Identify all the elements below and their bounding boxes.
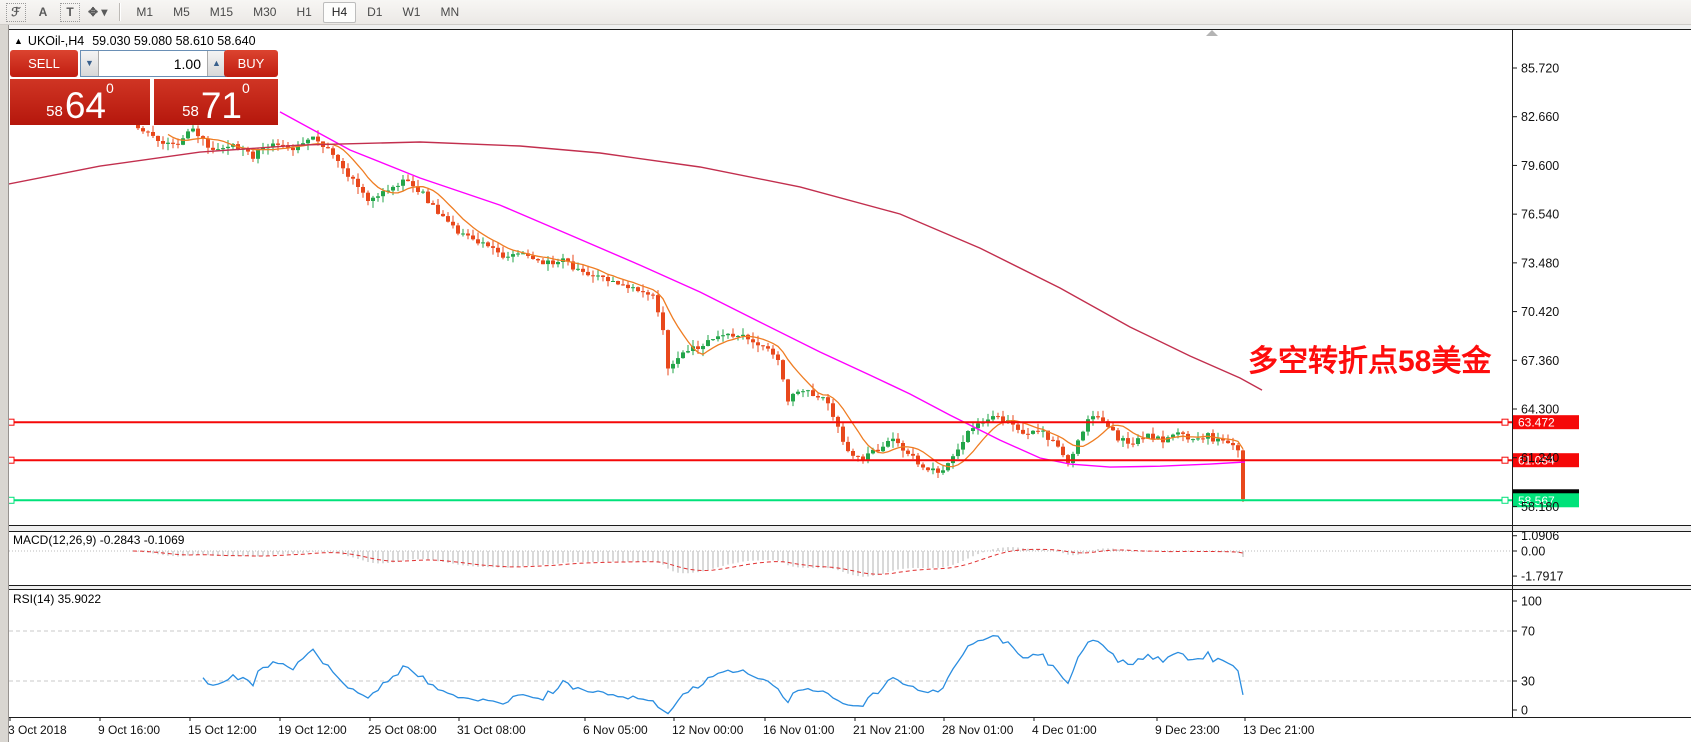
timeframe-button-M1[interactable]: M1 [136, 4, 154, 19]
symbol-timeframe-label: UKOil-,H4 [27, 34, 85, 48]
timeframe-button-H4[interactable]: H4 [322, 1, 357, 23]
price-axis-label: 67.360 [1521, 354, 1559, 368]
price-axis-label: 64.300 [1521, 403, 1559, 417]
timeframe-button-M30[interactable]: M30 [253, 4, 277, 19]
price-axis-label: 73.480 [1521, 256, 1559, 270]
timeframe-button-D1[interactable]: D1 [367, 4, 383, 19]
time-axis-label: 9 Oct 16:00 [98, 723, 160, 737]
rsi-axis-label: 0 [1521, 704, 1528, 718]
sell-price-sup: 0 [106, 80, 114, 96]
resistance-line-price-label: 61.084 [1518, 454, 1555, 468]
chart-header: ▲ UKOil-,H4 59.030 59.080 58.610 58.640 [14, 34, 256, 48]
scroll-hint-icon [1206, 30, 1218, 36]
buy-button[interactable]: BUY [224, 50, 278, 77]
timeframe-button-M5[interactable]: M5 [173, 4, 190, 19]
resistance-line-price-tag [1513, 453, 1579, 468]
sell-price-display[interactable]: 58 64 0 [10, 79, 150, 125]
timeframe-button-group: M1 M5 M15 M30 H1 H4 D1 W1 MN [127, 1, 468, 23]
time-axis-label: 19 Oct 12:00 [278, 723, 347, 737]
macd-signal-line [132, 548, 1244, 575]
time-axis-label: 21 Nov 21:00 [853, 723, 925, 737]
support-line-price-label: 58.567 [1518, 494, 1555, 508]
resistance-line-price-label: 63.472 [1518, 416, 1555, 430]
support-line-handle [1501, 496, 1509, 504]
price-axis-label: 79.600 [1521, 159, 1559, 173]
one-click-trading-panel: SELL ▼ ▲ BUY 58 64 0 58 71 0 [10, 50, 278, 125]
time-axis-label: 31 Oct 08:00 [457, 723, 526, 737]
support-line-price-tag [1513, 493, 1579, 508]
time-axis-label: 3 Oct 2018 [8, 723, 67, 737]
resistance-line-handle [1501, 418, 1509, 426]
sell-button[interactable]: SELL [10, 50, 78, 77]
timeframe-button-H1[interactable]: H1 [296, 4, 312, 19]
text-box-icon[interactable]: T [60, 2, 80, 22]
resistance-line-handle [1501, 456, 1509, 464]
time-axis-label: 28 Nov 01:00 [942, 723, 1014, 737]
window-left-edge [0, 24, 9, 742]
macd-axis-label: -1.7917 [1521, 570, 1563, 584]
price-axis-label: 82.660 [1521, 110, 1559, 124]
toolbar: ℱ A T ✥ ▾ M1 M5 M15 M30 H1 H4 D1 W1 MN [0, 0, 1691, 25]
price-axis-label: 76.540 [1521, 208, 1559, 222]
timeframe-button-M15[interactable]: M15 [209, 4, 234, 19]
timeframe-button-MN[interactable]: MN [440, 4, 460, 19]
toolbar-separator [119, 3, 122, 21]
macd-axis-label: 0.00 [1521, 545, 1545, 559]
ma-slow-line [9, 141, 1263, 391]
buy-price-big: 71 [200, 85, 243, 126]
sell-price-small: 58 [46, 103, 63, 120]
buy-price-display[interactable]: 58 71 0 [154, 79, 278, 125]
macd-indicator-label: MACD(12,26,9) -0.2843 -0.1069 [13, 533, 185, 547]
time-axis-label: 15 Oct 12:00 [188, 723, 257, 737]
price-axis-label: 61.240 [1521, 451, 1559, 465]
price-axis-label: 58.180 [1521, 500, 1559, 514]
ma-fast-line [167, 133, 1244, 468]
rsi-plot [202, 635, 1244, 715]
chart-background [8, 29, 1691, 742]
volume-stepper: ▼ ▲ [80, 50, 226, 77]
candlestick-plot [9, 111, 1263, 502]
timeframe-button-W1[interactable]: W1 [402, 4, 421, 19]
time-axis-label: 9 Dec 23:00 [1155, 723, 1220, 737]
resistance-line-price-tag [1513, 415, 1579, 430]
time-axis-label: 13 Dec 21:00 [1243, 723, 1315, 737]
rsi-axis-label: 70 [1521, 625, 1535, 639]
ma-mid-line [279, 111, 1246, 468]
toolbar-icon-group: ℱ A T ✥ ▾ [0, 2, 113, 22]
volume-increase-button[interactable]: ▲ [207, 51, 225, 76]
chart-annotation: 多空转折点58美金 [1248, 345, 1492, 378]
buy-price-small: 58 [182, 103, 199, 120]
volume-decrease-button[interactable]: ▼ [81, 51, 99, 76]
time-axis-label: 6 Nov 05:00 [583, 723, 648, 737]
indicator-list-icon[interactable]: ℱ [6, 2, 26, 22]
price-axis-label: 70.420 [1521, 305, 1559, 319]
time-axis-label: 12 Nov 00:00 [672, 723, 744, 737]
volume-input[interactable] [99, 51, 207, 76]
buy-price-sup: 0 [242, 80, 250, 96]
time-axis-label: 25 Oct 08:00 [368, 723, 437, 737]
ohlc-quotes: 59.030 59.080 58.610 58.640 [92, 34, 256, 48]
price-axis-label: 85.720 [1521, 62, 1559, 76]
rsi-axis-label: 30 [1521, 675, 1535, 689]
rsi-axis-label: 100 [1521, 595, 1542, 609]
time-axis-label: 16 Nov 01:00 [763, 723, 835, 737]
macd-plot [9, 547, 1512, 577]
macd-axis-label: 1.0906 [1521, 529, 1559, 543]
time-axis-label: 4 Dec 01:00 [1032, 723, 1097, 737]
drawing-tools-icon[interactable]: ✥ ▾ [88, 4, 108, 19]
sell-price-big: 64 [64, 85, 107, 126]
text-annotation-icon[interactable]: A [38, 4, 48, 19]
rsi-indicator-label: RSI(14) 35.9022 [13, 592, 102, 606]
rsi-line [202, 635, 1244, 715]
collapse-arrow-icon: ▲ [14, 36, 23, 46]
